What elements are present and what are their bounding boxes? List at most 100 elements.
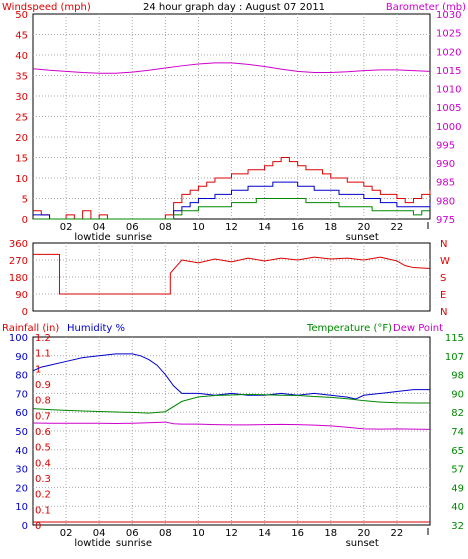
temperature-line <box>32 393 430 414</box>
x-tick-label: 12 <box>225 222 238 233</box>
x-tick-label: 04 <box>93 222 106 233</box>
rain-y-tick-label: 0.3 <box>35 474 51 485</box>
direction-y-tick-label: 0 <box>22 307 28 318</box>
wind-y-tick-label: 20 <box>15 133 28 144</box>
rain-y-tick-label: 0.9 <box>35 380 51 391</box>
rain-y-tick-label: 1.1 <box>35 349 51 360</box>
baro-y-tick-label: 1020 <box>436 47 461 58</box>
direction-y-tick-label: 180 <box>9 273 28 284</box>
wind-axis-title: Windspeed (mph) <box>2 2 91 13</box>
wind-y-tick-label: 40 <box>15 51 28 62</box>
x-tick-label: 22 <box>391 222 404 233</box>
direction-compass-label: N <box>440 307 447 318</box>
humidity-y-tick-label: 40 <box>15 446 28 457</box>
baro-y-tick-label: 1010 <box>436 85 461 96</box>
baro-y-tick-label: 1000 <box>436 122 461 133</box>
baro-axis-title: Barometer (mb) <box>386 2 466 13</box>
wind-y-tick-label: 15 <box>15 154 28 165</box>
wind-y-tick-label: 35 <box>15 72 28 83</box>
humidity-y-tick-label: 80 <box>15 371 28 382</box>
rain-y-tick-label: 0 <box>35 521 41 532</box>
x-tick-label: 14 <box>258 222 271 233</box>
wind-y-tick-label: 30 <box>15 92 28 103</box>
direction-compass-label: W <box>440 256 450 267</box>
temp-y-tick-label: 98 <box>451 371 464 382</box>
rain-y-tick-label: 0.7 <box>35 411 51 422</box>
x-tick-label: 08 <box>159 222 172 233</box>
humidity-y-tick-label: 70 <box>15 389 28 400</box>
x-tick-label: 06 <box>126 528 139 539</box>
x-tick-label: 16 <box>291 222 304 233</box>
dew-axis-title: Dew Point <box>393 323 443 334</box>
humidity-y-tick-label: 100 <box>9 333 28 344</box>
rain-axis-title: Rainfall (in) <box>2 323 59 334</box>
humidity-y-tick-label: 0 <box>22 521 28 532</box>
x-event-label: sunset <box>346 538 379 549</box>
x-event-label: lowtide <box>74 232 110 243</box>
baro-y-tick-label: 995 <box>436 140 455 151</box>
wind-y-tick-label: 45 <box>15 31 28 42</box>
x-tick-label: 18 <box>324 528 337 539</box>
x-tick-label: 10 <box>192 528 205 539</box>
rain-y-tick-label: 1 <box>35 364 41 375</box>
rain-y-tick-label: 0.2 <box>35 490 51 501</box>
rain-y-tick-label: 0.5 <box>35 443 51 454</box>
series-layer <box>32 62 431 523</box>
humidity-axis-title: Humidity % <box>67 323 125 334</box>
x-tick-label: 22 <box>391 528 404 539</box>
wind-y-tick-label: 10 <box>15 174 28 185</box>
temp-y-tick-label: 40 <box>451 502 464 513</box>
wind-y-tick-label: 50 <box>15 10 28 21</box>
wind-y-tick-label: 25 <box>15 113 28 124</box>
temp-y-tick-label: 82 <box>451 408 464 419</box>
graph-title: 24 hour graph day : August 07 2011 <box>143 2 325 13</box>
x-event-label: sunset <box>346 232 379 243</box>
temp-y-tick-label: 49 <box>451 483 464 494</box>
temp-axis-title: Temperature (°F) <box>306 323 392 334</box>
humidity-y-tick-label: 20 <box>15 483 28 494</box>
x-tick-label: 04 <box>93 528 106 539</box>
baro-y-tick-label: 990 <box>436 159 455 170</box>
humidity-y-tick-label: 60 <box>15 408 28 419</box>
x-event-label: sunrise <box>116 232 152 243</box>
baro-y-tick-label: 1025 <box>436 29 461 40</box>
grid-layer <box>33 14 430 525</box>
x-tick-label: 10 <box>192 222 205 233</box>
rain-y-tick-label: 1.2 <box>35 333 51 344</box>
rain-y-tick-label: 0.4 <box>35 458 51 469</box>
x-tick-label: 12 <box>225 528 238 539</box>
direction-y-tick-label: 360 <box>9 239 28 250</box>
direction-compass-label: S <box>440 273 446 284</box>
rain-y-tick-label: 0.6 <box>35 427 51 438</box>
wind-y-tick-label: 0 <box>22 215 28 226</box>
rain-y-tick-label: 0.8 <box>35 396 51 407</box>
temp-y-tick-label: 74 <box>451 427 464 438</box>
x-tick-label: 08 <box>159 528 172 539</box>
x-tick-label: 20 <box>357 222 370 233</box>
humidity-line <box>32 353 430 400</box>
barometer-line <box>32 62 431 74</box>
baro-y-tick-label: 1005 <box>436 103 461 114</box>
baro-y-tick-label: 980 <box>436 196 455 207</box>
x-tick-label: 16 <box>291 528 304 539</box>
rain-y-tick-label: 0.1 <box>35 505 51 516</box>
direction-y-tick-label: 270 <box>9 256 28 267</box>
baro-y-tick-label: 975 <box>436 215 455 226</box>
baro-y-tick-label: 985 <box>436 178 455 189</box>
baro-y-tick-label: 1030 <box>436 10 461 21</box>
direction-compass-label: N <box>440 239 447 250</box>
x-tick-label: 06 <box>126 222 139 233</box>
x-tick-label: 02 <box>60 222 73 233</box>
direction-y-tick-label: 90 <box>15 290 28 301</box>
dew-point-line <box>32 421 431 430</box>
temp-y-tick-label: 90 <box>451 389 464 400</box>
x-tick-label: 20 <box>357 528 370 539</box>
humidity-y-tick-label: 50 <box>15 427 28 438</box>
temp-y-tick-label: 32 <box>451 521 464 532</box>
x-tick-label: 14 <box>258 528 271 539</box>
average-wind-line <box>33 198 430 220</box>
wind-y-tick-label: 5 <box>22 195 28 206</box>
temp-y-tick-label: 57 <box>451 465 464 476</box>
